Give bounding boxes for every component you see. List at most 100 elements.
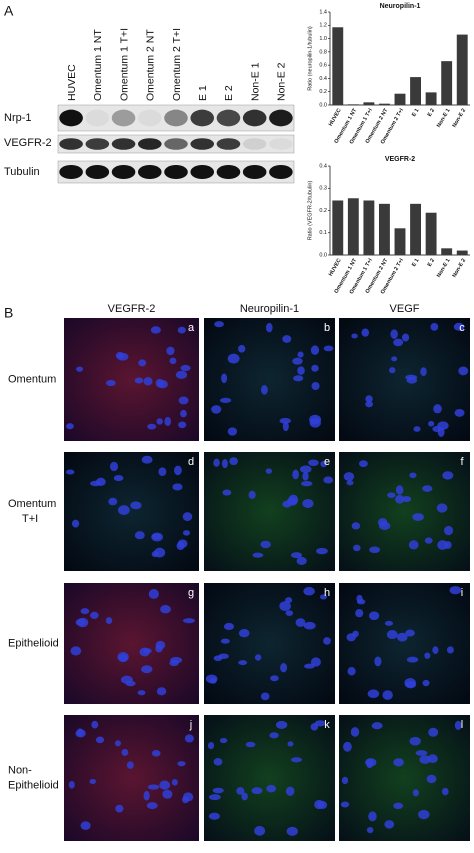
lane-label: Omentum 2 T+I: [171, 28, 183, 101]
nucleus: [406, 656, 419, 663]
nucleus: [319, 594, 328, 600]
nucleus: [151, 551, 159, 558]
y-tick-label: 0.4: [319, 76, 327, 82]
nucleus: [109, 461, 119, 472]
nucleus: [323, 476, 334, 484]
lane-label: HUVEC: [66, 64, 78, 101]
row-label: Non-: [8, 764, 32, 776]
nucleus: [369, 546, 381, 554]
nucleus: [351, 333, 358, 339]
nucleus: [269, 732, 279, 739]
nucleus: [115, 804, 124, 813]
nucleus: [390, 329, 398, 339]
nucleus: [91, 720, 99, 729]
nucleus: [303, 621, 316, 630]
nucleus: [141, 665, 153, 674]
nucleus: [238, 628, 250, 638]
nucleus: [113, 474, 124, 482]
nucleus: [280, 662, 288, 673]
nucleus: [302, 472, 309, 481]
nucleus: [208, 812, 221, 820]
panel-letter: k: [324, 719, 330, 731]
row-label: Omentum: [8, 498, 56, 510]
y-tick-label: 0.0: [319, 102, 327, 108]
lane-label: Omentum 1 T+I: [118, 28, 130, 101]
nucleus: [238, 344, 246, 353]
nucleus: [222, 489, 232, 496]
nucleus: [229, 457, 239, 466]
nucleus: [252, 552, 264, 558]
nucleus: [454, 408, 465, 417]
nucleus: [405, 374, 418, 381]
nucleus: [343, 741, 352, 752]
y-tick-label: 0.6: [319, 63, 327, 69]
nucleus: [147, 784, 160, 790]
nucleus: [220, 638, 230, 644]
nucleus: [433, 404, 442, 414]
x-tick-label: HUVEC: [328, 258, 343, 278]
nucleus: [296, 556, 307, 565]
blot-band: [164, 109, 188, 127]
blot-band: [190, 138, 215, 150]
nucleus: [148, 589, 159, 599]
nucleus: [177, 326, 186, 334]
blot-band: [85, 109, 110, 127]
nucleus: [118, 505, 130, 516]
nucleus: [223, 622, 235, 631]
nucleus: [108, 497, 118, 506]
row-label: T+I: [22, 513, 38, 525]
nucleus: [422, 485, 433, 492]
nucleus: [236, 787, 245, 795]
bar: [347, 104, 359, 105]
y-tick-label: 0.1: [319, 230, 327, 236]
nucleus: [96, 477, 106, 486]
nucleus: [214, 321, 224, 328]
nucleus: [221, 373, 228, 384]
column-header: Neuropilin-1: [240, 303, 299, 315]
nucleus: [347, 666, 356, 676]
nucleus: [282, 500, 292, 508]
nucleus: [173, 465, 182, 476]
nucleus: [260, 692, 270, 701]
nucleus: [343, 472, 355, 481]
blot-band: [216, 164, 241, 180]
nucleus: [395, 494, 405, 504]
nucleus: [393, 338, 404, 347]
nucleus: [396, 632, 408, 642]
nucleus: [323, 637, 331, 645]
nucleus: [285, 786, 295, 796]
nucleus: [126, 761, 134, 769]
micrograph: [339, 452, 470, 571]
nucleus: [205, 674, 218, 684]
y-tick-label: 1.4: [319, 9, 327, 15]
nucleus: [150, 326, 161, 334]
blot-band: [216, 109, 241, 127]
y-tick-label: 0.2: [319, 89, 327, 95]
nucleus: [341, 776, 349, 785]
bar: [332, 200, 344, 255]
bar: [410, 203, 421, 255]
nucleus: [409, 472, 417, 479]
bar: [425, 212, 437, 255]
nucleus: [156, 687, 167, 696]
nucleus: [389, 367, 396, 374]
nucleus: [382, 690, 393, 700]
bar: [379, 203, 390, 255]
nucleus: [395, 485, 404, 495]
nucleus: [412, 789, 420, 797]
nucleus: [265, 468, 273, 474]
nucleus: [346, 633, 356, 642]
nucleus: [162, 789, 173, 799]
panel-label: A: [4, 3, 14, 19]
bar: [456, 250, 468, 255]
nucleus: [238, 660, 248, 666]
y-tick-label: 0.0: [319, 252, 327, 258]
nucleus: [143, 648, 152, 654]
blot-band: [137, 138, 162, 150]
nucleus: [158, 467, 167, 476]
nucleus: [254, 654, 262, 661]
blot-band: [242, 164, 267, 180]
nucleus: [275, 720, 288, 729]
nucleus: [310, 345, 320, 355]
nucleus: [424, 652, 431, 659]
